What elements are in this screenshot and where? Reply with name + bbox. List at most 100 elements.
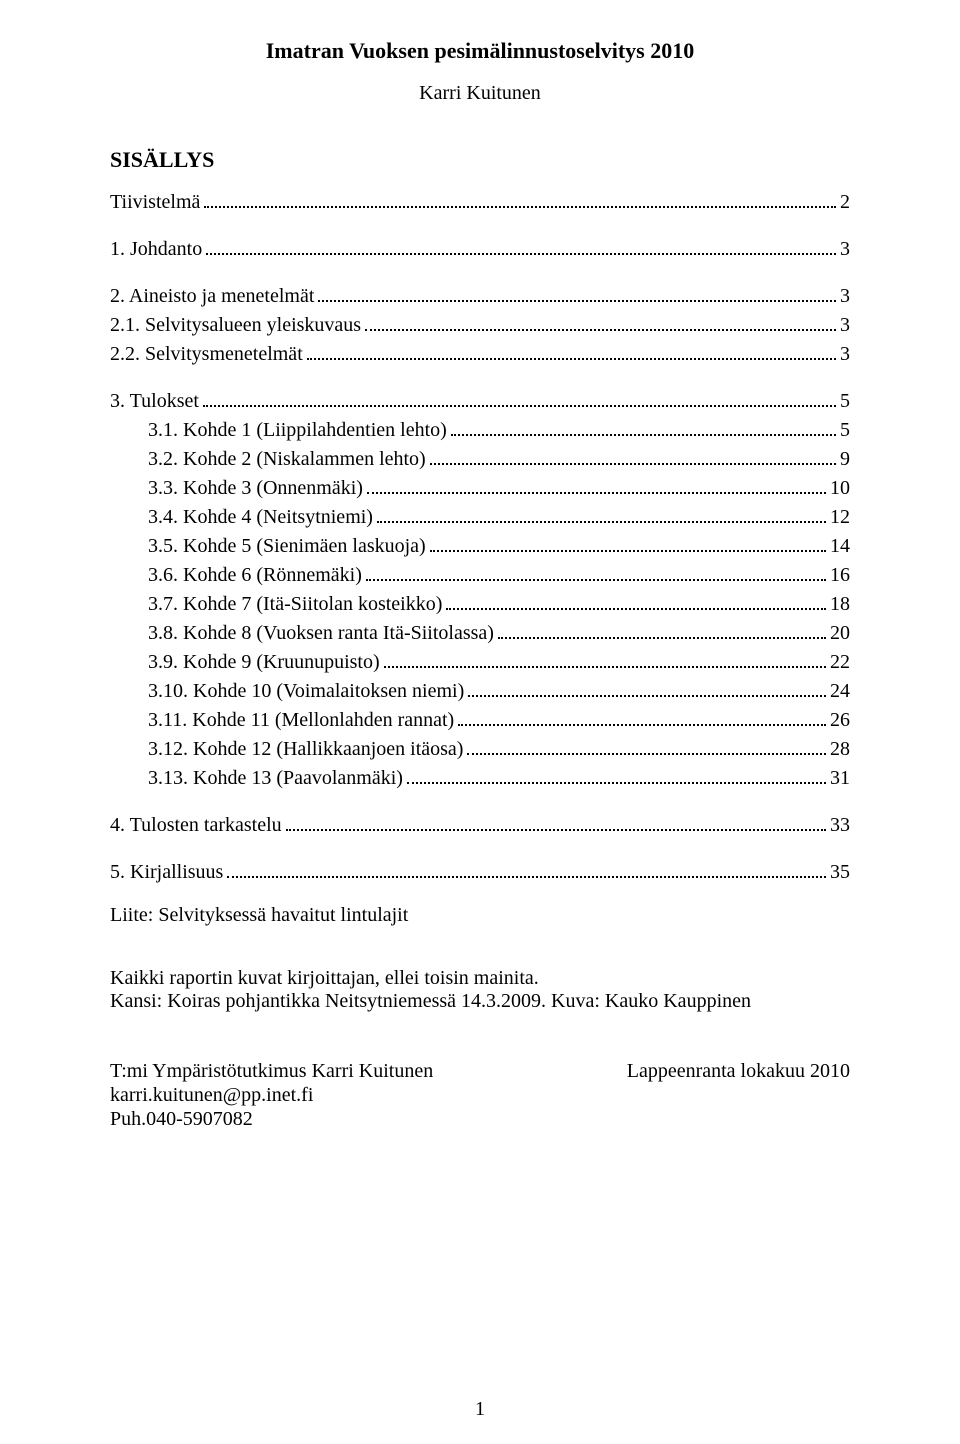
toc-entry: 3.9. Kohde 9 (Kruunupuisto) 22 [110,651,850,674]
toc-entry-page: 28 [830,738,850,761]
toc-entry-page: 31 [830,767,850,790]
toc-gap [110,843,850,861]
footer-phone: Puh.040-5907082 [110,1107,433,1131]
footer-company: T:mi Ympäristötutkimus Karri Kuitunen [110,1059,433,1083]
toc-leader [203,392,836,407]
toc-entry: 3. Tulokset 5 [110,390,850,413]
toc-entry-label: 2.1. Selvitysalueen yleiskuvaus [110,314,361,337]
toc-leader [430,537,826,552]
toc-entry: 3.4. Kohde 4 (Neitsytniemi) 12 [110,506,850,529]
toc-entry-label: 5. Kirjallisuus [110,861,223,884]
toc-entry-label: 1. Johdanto [110,238,202,261]
toc-entry-label: 3.2. Kohde 2 (Niskalammen lehto) [148,448,426,471]
toc-entry: 4. Tulosten tarkastelu 33 [110,814,850,837]
toc-leader [384,653,826,668]
toc-leader [307,345,836,360]
toc-leader [377,508,826,523]
toc-leader [467,740,826,755]
table-of-contents: Tiivistelmä21. Johdanto32. Aineisto ja m… [110,191,850,884]
toc-entry-page: 14 [830,535,850,558]
toc-leader [204,193,836,208]
toc-leader [446,595,826,610]
toc-entry-page: 12 [830,506,850,529]
toc-entry-label: 3.5. Kohde 5 (Sienimäen laskuoja) [148,535,426,558]
toc-entry-page: 3 [840,343,850,366]
notes-block: Kaikki raportin kuvat kirjoittajan, elle… [110,967,850,1013]
toc-entry-label: 3.4. Kohde 4 (Neitsytniemi) [148,506,373,529]
toc-entry: 3.2. Kohde 2 (Niskalammen lehto) 9 [110,448,850,471]
toc-entry: 2.2. Selvitysmenetelmät 3 [110,343,850,366]
toc-entry-label: 3.8. Kohde 8 (Vuoksen ranta Itä-Siitolas… [148,622,494,645]
toc-leader [498,624,826,639]
toc-entry-page: 35 [830,861,850,884]
toc-entry-label: 3.12. Kohde 12 (Hallikkaanjoen itäosa) [148,738,463,761]
toc-entry: 3.10. Kohde 10 (Voimalaitoksen niemi) 24 [110,680,850,703]
notes-line-1: Kaikki raportin kuvat kirjoittajan, elle… [110,967,850,990]
toc-entry: 3.12. Kohde 12 (Hallikkaanjoen itäosa) 28 [110,738,850,761]
toc-leader [286,816,826,831]
toc-entry-label: 3.9. Kohde 9 (Kruunupuisto) [148,651,380,674]
toc-entry-page: 24 [830,680,850,703]
footer-email: karri.kuitunen@pp.inet.fi [110,1083,433,1107]
toc-gap [110,267,850,285]
toc-entry-page: 18 [830,593,850,616]
toc-gap [110,372,850,390]
toc-entry-label: 3.13. Kohde 13 (Paavolanmäki) [148,767,403,790]
toc-entry: Tiivistelmä 2 [110,191,850,214]
toc-entry-page: 5 [840,419,850,442]
footer: T:mi Ympäristötutkimus Karri Kuitunen ka… [110,1059,850,1131]
toc-entry: 3.7. Kohde 7 (Itä-Siitolan kosteikko) 18 [110,593,850,616]
toc-entry: 3.3. Kohde 3 (Onnenmäki) 10 [110,477,850,500]
page-number: 1 [0,1398,960,1421]
toc-entry-page: 10 [830,477,850,500]
toc-entry-page: 9 [840,448,850,471]
toc-entry-page: 33 [830,814,850,837]
toc-entry: 3.8. Kohde 8 (Vuoksen ranta Itä-Siitolas… [110,622,850,645]
toc-entry-label: 3.7. Kohde 7 (Itä-Siitolan kosteikko) [148,593,442,616]
toc-entry-label: 3.6. Kohde 6 (Rönnemäki) [148,564,362,587]
toc-entry: 3.5. Kohde 5 (Sienimäen laskuoja) 14 [110,535,850,558]
toc-entry: 3.13. Kohde 13 (Paavolanmäki) 31 [110,767,850,790]
toc-entry: 3.6. Kohde 6 (Rönnemäki) 16 [110,564,850,587]
toc-entry-label: Tiivistelmä [110,191,200,214]
toc-leader [367,479,826,494]
toc-entry-label: 3.11. Kohde 11 (Mellonlahden rannat) [148,709,454,732]
toc-entry-page: 3 [840,314,850,337]
toc-leader [365,316,836,331]
toc-entry-page: 26 [830,709,850,732]
toc-entry-label: 3. Tulokset [110,390,199,413]
document-title: Imatran Vuoksen pesimälinnustoselvitys 2… [110,38,850,64]
toc-heading: SISÄLLYS [110,147,850,173]
toc-entry: 1. Johdanto3 [110,238,850,261]
toc-leader [227,863,826,878]
toc-gap [110,220,850,238]
toc-leader [407,769,826,784]
toc-entry-label: 3.1. Kohde 1 (Liippilahdentien lehto) [148,419,447,442]
toc-leader [318,287,836,302]
toc-entry-page: 2 [840,191,850,214]
toc-leader [430,450,836,465]
toc-entry-label: 2. Aineisto ja menetelmät [110,285,314,308]
toc-entry-label: 3.3. Kohde 3 (Onnenmäki) [148,477,363,500]
appendix-line: Liite: Selvityksessä havaitut lintulajit [110,904,850,927]
toc-entry-label: 3.10. Kohde 10 (Voimalaitoksen niemi) [148,680,464,703]
toc-entry-label: 4. Tulosten tarkastelu [110,814,282,837]
footer-location-date: Lappeenranta lokakuu 2010 [627,1059,850,1083]
toc-gap [110,796,850,814]
toc-entry-page: 22 [830,651,850,674]
toc-entry-label: 2.2. Selvitysmenetelmät [110,343,303,366]
toc-entry: 5. Kirjallisuus 35 [110,861,850,884]
toc-leader [206,240,836,255]
toc-leader [458,711,826,726]
document-author: Karri Kuitunen [110,82,850,105]
toc-entry: 2.1. Selvitysalueen yleiskuvaus 3 [110,314,850,337]
toc-entry: 3.11. Kohde 11 (Mellonlahden rannat) 26 [110,709,850,732]
notes-line-2: Kansi: Koiras pohjantikka Neitsytniemess… [110,990,850,1013]
footer-left: T:mi Ympäristötutkimus Karri Kuitunen ka… [110,1059,433,1131]
toc-entry-page: 20 [830,622,850,645]
toc-entry-page: 3 [840,285,850,308]
toc-entry-page: 5 [840,390,850,413]
toc-entry: 2. Aineisto ja menetelmät 3 [110,285,850,308]
toc-entry-page: 16 [830,564,850,587]
toc-leader [451,421,836,436]
